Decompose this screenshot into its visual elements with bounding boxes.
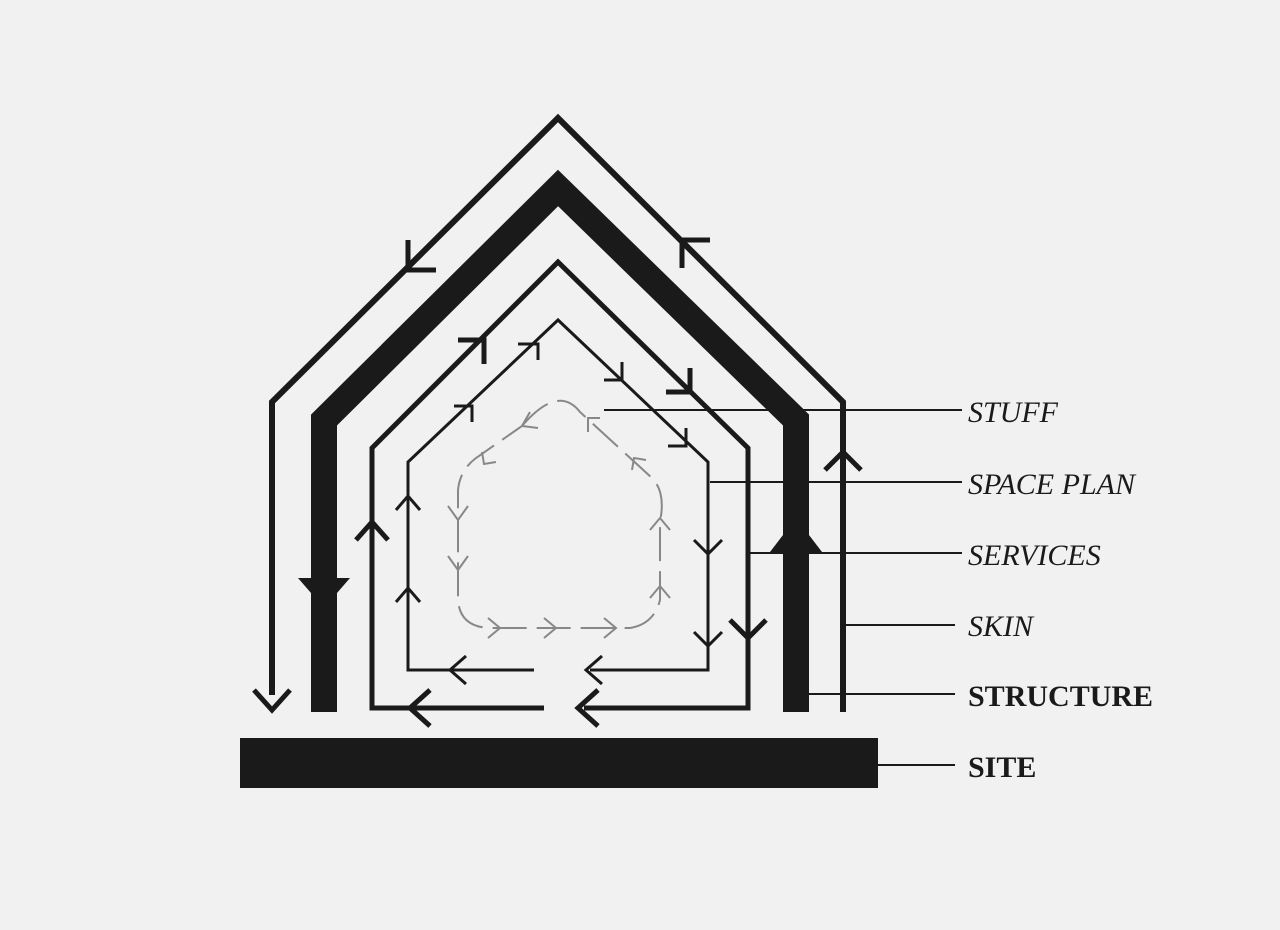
leader-lines	[604, 409, 962, 766]
stuff-arrow-9	[649, 584, 671, 599]
structure-layer	[298, 169, 822, 712]
stuff-arrow-8	[649, 516, 671, 531]
structure-arrow-up	[770, 518, 822, 552]
services-arrow-roof-left	[458, 337, 487, 364]
stuff-arrow-3	[447, 505, 469, 522]
stuff-arrow-10	[631, 456, 647, 471]
space-plan-arrow-bottom-left	[447, 654, 467, 686]
skin-arrow-down	[252, 688, 292, 714]
space-plan-arrow-roof-right-2	[668, 428, 688, 448]
stuff-arrow-11	[587, 417, 600, 432]
structure-arrow-down	[298, 578, 350, 608]
space-plan-arrow-bottom-right	[583, 654, 603, 686]
space-plan-outline	[406, 317, 710, 672]
structure-outline	[311, 169, 809, 712]
label-site: SITE	[968, 751, 1036, 784]
services-arrow-bottom-left	[406, 688, 432, 728]
site-slab	[240, 738, 878, 788]
skin-outline	[269, 113, 846, 712]
stuff-arrow-4	[447, 555, 469, 572]
stuff-arrow-1	[520, 411, 539, 429]
services-outline	[369, 258, 751, 711]
skin-arrow-roof-left	[405, 240, 436, 273]
services-layer	[354, 258, 768, 728]
services-arrow-left-up	[354, 518, 390, 542]
stuff-arrow-2	[481, 451, 497, 466]
skin-layer	[252, 113, 863, 714]
space-plan-arrow-left-up-1	[394, 493, 422, 511]
space-plan-layer	[394, 317, 724, 686]
services-arrow-right-down	[728, 618, 768, 642]
space-plan-arrow-right-down-1	[692, 538, 724, 557]
services-arrow-roof-right	[666, 368, 693, 395]
stuff-layer	[457, 399, 663, 629]
stuff-arrow-5	[487, 617, 502, 639]
label-skin: SKIN	[968, 610, 1035, 643]
label-structure: STRUCTURE	[968, 680, 1153, 713]
skin-arrow-roof-right	[679, 237, 710, 268]
stuff-arrow-6	[543, 617, 558, 639]
label-stuff: STUFF	[968, 396, 1059, 429]
services-arrow-bottom-right	[574, 688, 600, 728]
label-space-plan: SPACE PLAN	[968, 468, 1137, 501]
stuff-arrow-7	[603, 617, 618, 639]
space-plan-arrow-roof-right-1	[604, 362, 624, 382]
stuff-arrows	[447, 411, 671, 639]
label-services: SERVICES	[968, 539, 1101, 572]
stuff-outline	[457, 399, 663, 629]
space-plan-arrow-roof-left-2	[518, 342, 540, 360]
space-plan-arrow-left-up-2	[394, 585, 422, 603]
skin-arrow-up	[823, 448, 863, 472]
space-plan-arrow-roof-left-1	[454, 404, 474, 422]
space-plan-arrow-right-down-2	[692, 630, 724, 649]
